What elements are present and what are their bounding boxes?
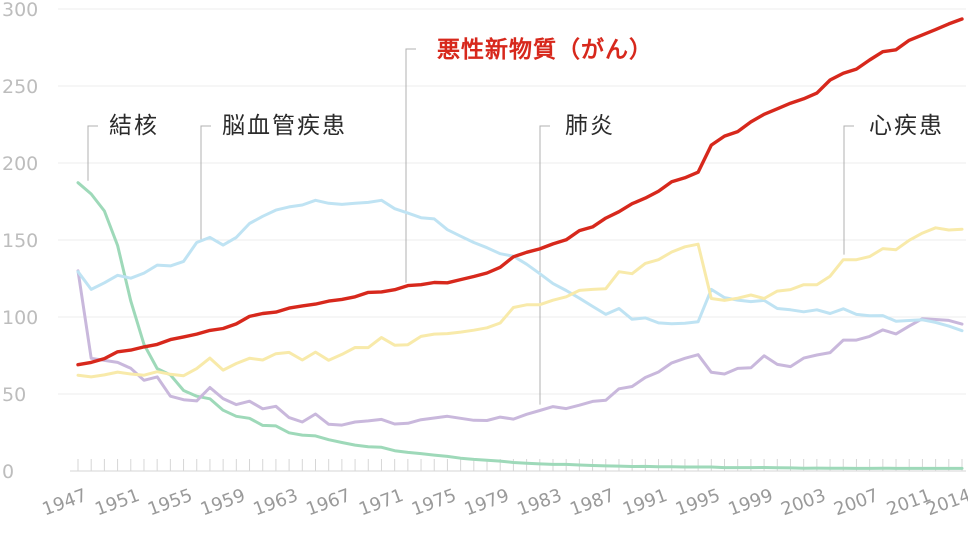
x-tick-label-1979: 1979 <box>462 485 512 520</box>
series-lines <box>76 17 964 470</box>
y-tick-label-0: 0 <box>2 461 14 483</box>
y-tick-label-150: 150 <box>2 230 38 252</box>
y-tick-label-250: 250 <box>2 76 38 98</box>
annotation-label-3: 肺炎 <box>565 113 615 139</box>
x-tick-label-1959: 1959 <box>198 485 248 520</box>
x-tick-label-1995: 1995 <box>673 485 723 520</box>
x-tick-label-1975: 1975 <box>409 485 459 520</box>
x-tick-label-1991: 1991 <box>620 485 670 520</box>
x-tick-label-1955: 1955 <box>145 485 195 520</box>
x-tick-label-2003: 2003 <box>778 485 828 520</box>
annotations: 結核 脳血管疾患 悪性新物質（がん） 肺炎 心疾患 <box>109 36 944 139</box>
annotation-leader-4 <box>843 125 854 255</box>
x-tick-label-1971: 1971 <box>356 485 406 520</box>
x-tick-label-2007: 2007 <box>831 485 881 520</box>
annotation-leaders <box>87 48 854 405</box>
y-tick-label-50: 50 <box>2 384 26 406</box>
series-line-0 <box>76 17 964 367</box>
x-tick-label-1963: 1963 <box>251 485 301 520</box>
series-line-4 <box>76 181 964 470</box>
annotation-leader-2 <box>405 48 416 283</box>
x-tick-label-1999: 1999 <box>726 485 776 520</box>
x-tick-label-1987: 1987 <box>567 485 617 520</box>
x-tick-label-2014: 2014 <box>923 485 968 520</box>
x-axis-baseline <box>70 459 966 472</box>
series-line-3 <box>76 269 964 427</box>
annotation-label-2: 悪性新物質（がん） <box>437 36 653 63</box>
annotation-label-0: 結核 <box>109 113 159 139</box>
x-axis-ticks: 1947 1951 1955 1959 1963 1967 1971 1975 1979 1983… <box>39 485 968 520</box>
annotation-label-1: 脳血管疾患 <box>222 113 347 139</box>
x-tick-label-1947: 1947 <box>39 485 89 520</box>
x-tick-label-1951: 1951 <box>92 485 142 520</box>
y-tick-label-200: 200 <box>2 153 38 175</box>
annotation-leader-3 <box>539 125 550 405</box>
x-tick-label-1967: 1967 <box>303 485 353 520</box>
annotation-leader-0 <box>87 125 98 181</box>
y-tick-label-100: 100 <box>2 307 38 329</box>
x-tick-label-1983: 1983 <box>514 485 564 520</box>
annotation-label-4: 心疾患 <box>869 113 944 139</box>
annotation-leader-1 <box>200 125 211 241</box>
gridlines <box>58 8 966 395</box>
series-line-1 <box>76 198 964 333</box>
y-tick-label-300: 300 <box>2 0 38 21</box>
y-axis-ticks: 0 50 100 150 200 250 300 <box>2 0 38 483</box>
series-line-2 <box>76 226 964 379</box>
